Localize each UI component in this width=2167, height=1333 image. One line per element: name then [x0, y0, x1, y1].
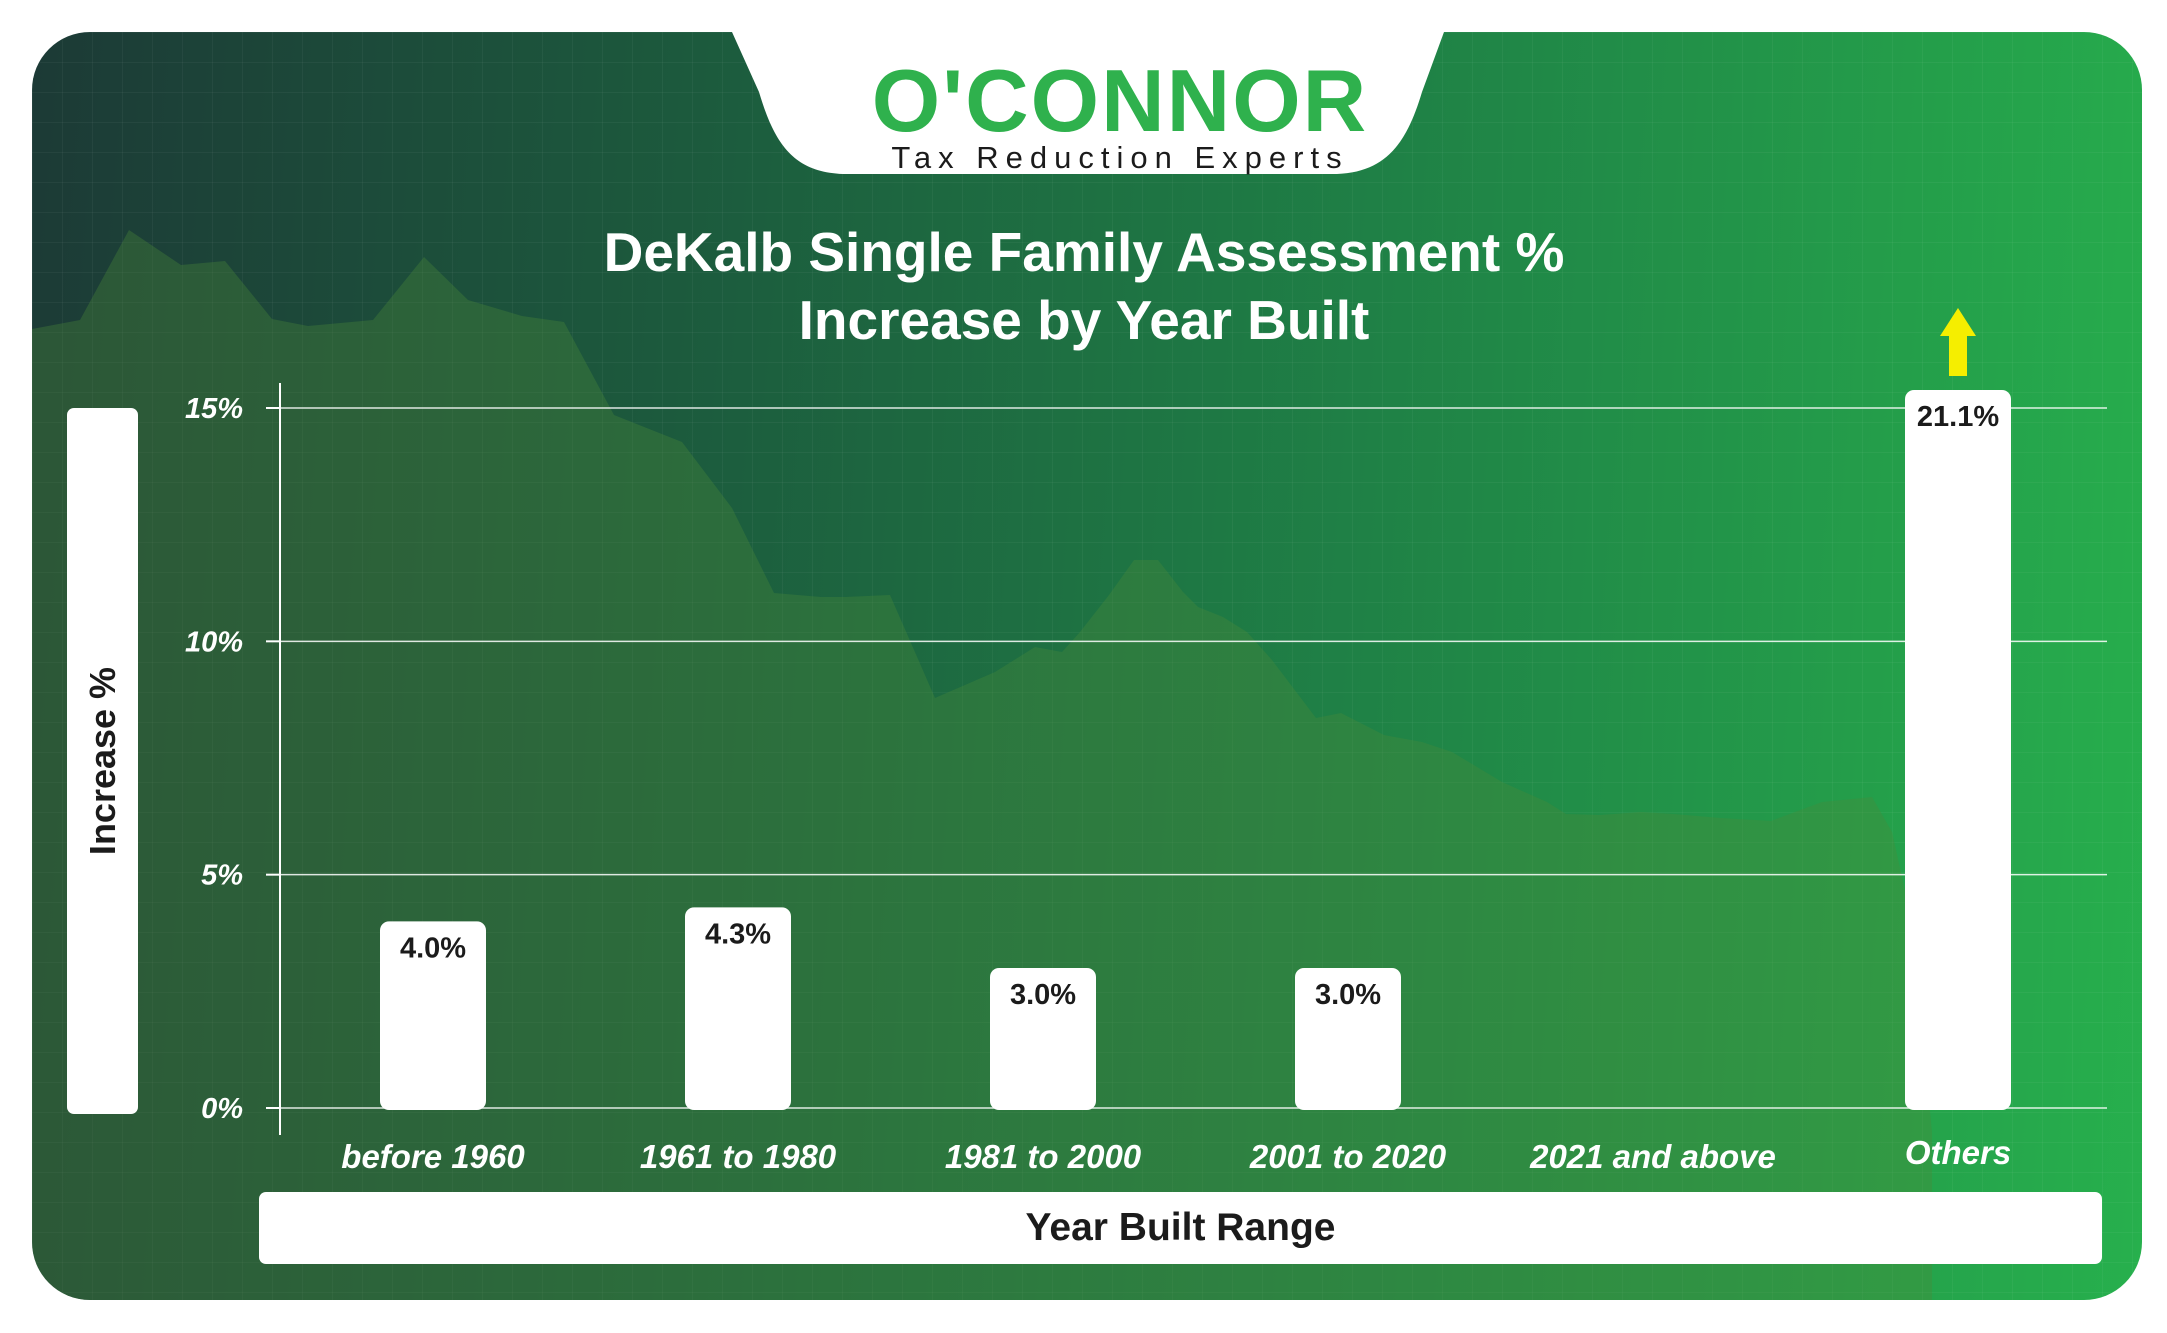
x-category-label: before 1960 [341, 1138, 525, 1175]
bar [990, 968, 1096, 1110]
y-axis-ticks: 0% 5% 10% 15% [185, 393, 280, 1125]
logo-tagline: Tax Reduction Experts [891, 140, 1349, 175]
y-tick-label: 0% [201, 1093, 243, 1125]
annotations [1940, 308, 1976, 376]
chart-title-line-1: DeKalb Single Family Assessment % [603, 221, 1565, 283]
chart-title-line-2: Increase by Year Built [798, 289, 1370, 351]
y-tick-label: 5% [201, 860, 243, 892]
data-label: 21.1% [1917, 401, 1999, 433]
x-axis-label: Year Built Range [1025, 1206, 1336, 1249]
data-label: 3.0% [1010, 979, 1076, 1011]
x-category-label: Others [1905, 1134, 2011, 1171]
logo-brand: O'CONNOR [871, 51, 1369, 150]
x-axis-categories: before 1960 1961 to 1980 1981 to 2000 2001 … [341, 1134, 2011, 1175]
bar [685, 907, 791, 1110]
y-tick-label: 10% [185, 626, 243, 658]
logo: O'CONNOR Tax Reduction Experts [760, 32, 1480, 208]
logo-tab-shape [732, 32, 1444, 174]
overflow-arrow-icon [1940, 308, 1976, 376]
x-category-label: 1961 to 1980 [640, 1138, 837, 1175]
chart-title: DeKalb Single Family Assessment % Increa… [484, 218, 1684, 354]
y-tick-label: 15% [185, 393, 243, 425]
x-axis-label-box: Year Built Range [259, 1192, 2102, 1264]
data-label: 4.3% [705, 918, 771, 950]
gridlines [280, 407, 2107, 1109]
x-category-label: 2001 to 2020 [1249, 1138, 1447, 1175]
y-axis-label-box: Increase % [67, 408, 138, 1114]
data-label: 3.0% [1315, 979, 1381, 1011]
bar [1905, 390, 2011, 1110]
x-category-label: 2021 and above [1529, 1138, 1776, 1175]
bar [380, 921, 486, 1110]
background-mountain-silhouette [32, 230, 1932, 1300]
x-category-label: 1981 to 2000 [945, 1138, 1142, 1175]
data-label: 4.0% [400, 932, 466, 964]
data-labels: 4.0% 4.3% 3.0% 3.0% 21.1% [400, 401, 1999, 1011]
chart-card: O'CONNOR Tax Reduction Experts [32, 32, 2142, 1300]
bar [1295, 968, 1401, 1110]
bars [380, 390, 2011, 1110]
